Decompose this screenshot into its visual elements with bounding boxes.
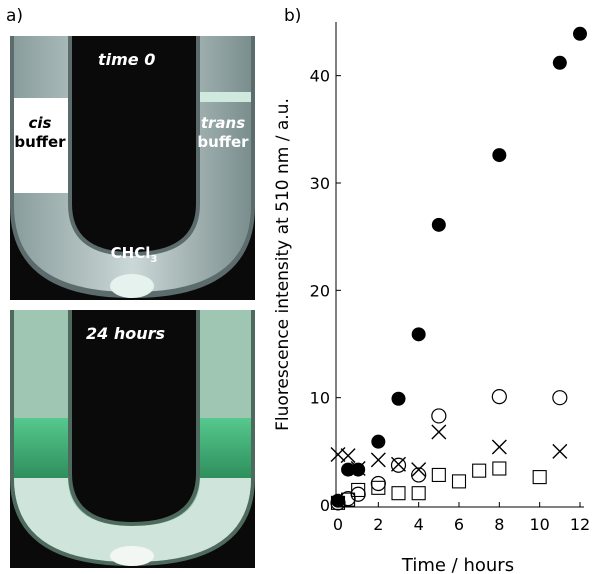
filled-circle-point (341, 462, 356, 477)
filled-circle-point (431, 217, 446, 232)
chcl3-label: CHCl3 (96, 244, 172, 269)
open-square-point (532, 470, 547, 485)
chcl3-subscript: 3 (150, 254, 158, 265)
open-square-point (330, 495, 346, 510)
panel-a-label: a) (6, 6, 24, 26)
cross-point (350, 461, 366, 477)
y-tick-label: 10 (310, 389, 330, 408)
chart-marks (330, 26, 587, 511)
panel-b-label: b) (284, 6, 302, 26)
u-tube-drawing-top (10, 36, 255, 298)
x-axis-label: Time / hours (401, 555, 514, 574)
open-circle-point (390, 457, 407, 473)
y-tick-label: 20 (310, 281, 330, 300)
x-tick-label: 6 (454, 515, 464, 534)
cross-point (340, 448, 356, 464)
cis-buffer-word: buffer (14, 133, 66, 151)
filled-circle-point (573, 26, 587, 41)
x-tick-label: 0 (333, 515, 343, 534)
y-axis-label: Fluorescence intensity at 510 nm / a.u. (273, 98, 293, 431)
cis-word: cis (28, 114, 52, 132)
filled-circle-point (492, 148, 507, 163)
open-square-point (411, 486, 426, 501)
trans-buffer-word: buffer (197, 133, 249, 151)
cross-point (491, 439, 507, 455)
open-square-point (371, 480, 386, 495)
cross-point (370, 452, 386, 468)
u-tube-drawing-bottom (10, 310, 255, 566)
scatter-chart: 0 2 4 6 8 10 12 0 10 20 30 40 Time / hours Fluoresc… (273, 22, 590, 574)
y-tick-label: 30 (310, 174, 330, 193)
cross-point (552, 443, 568, 459)
x-tick-label: 2 (373, 515, 383, 534)
cross-point (431, 424, 447, 440)
open-circle-point (411, 467, 427, 483)
filled-circle-point (391, 391, 406, 406)
x-tick-label: 10 (529, 515, 549, 534)
open-square-point (431, 467, 446, 482)
open-circle-point (552, 390, 568, 406)
cross-point (411, 462, 427, 478)
24-hours-caption: 24 hours (86, 324, 166, 343)
trans-buffer-label: trans buffer (190, 114, 255, 152)
open-square-point (351, 482, 366, 498)
chart-axes: 0 2 4 6 8 10 12 0 10 20 30 40 (310, 22, 590, 534)
filled-circle-point (351, 462, 366, 477)
trans-word: trans (200, 114, 246, 132)
open-square-point (391, 486, 406, 501)
filled-circle-point (552, 55, 567, 70)
x-tick-label: 4 (414, 515, 424, 534)
chcl3-text: CHCl (110, 244, 151, 262)
y-tick-label: 0 (320, 496, 330, 515)
photo-time-0: time 0 cis buffer trans buffer CHCl3 (10, 36, 255, 300)
open-circle-point (491, 388, 507, 405)
open-circle-point (370, 475, 386, 492)
open-square-point (492, 461, 507, 476)
photo-24-hours: 24 hours (10, 310, 255, 568)
filled-circle-point (371, 434, 386, 449)
time-0-caption: time 0 (98, 50, 156, 69)
open-square-point (341, 492, 356, 507)
x-tick-label: 8 (494, 515, 504, 534)
filled-circle-point (411, 327, 426, 342)
cis-buffer-label: cis buffer (12, 114, 68, 152)
y-tick-label: 40 (310, 67, 330, 86)
open-square-point (472, 463, 487, 478)
open-circle-point (431, 408, 447, 424)
cross-point (391, 456, 406, 472)
x-tick-label: 12 (570, 515, 590, 534)
open-square-point (451, 474, 467, 489)
